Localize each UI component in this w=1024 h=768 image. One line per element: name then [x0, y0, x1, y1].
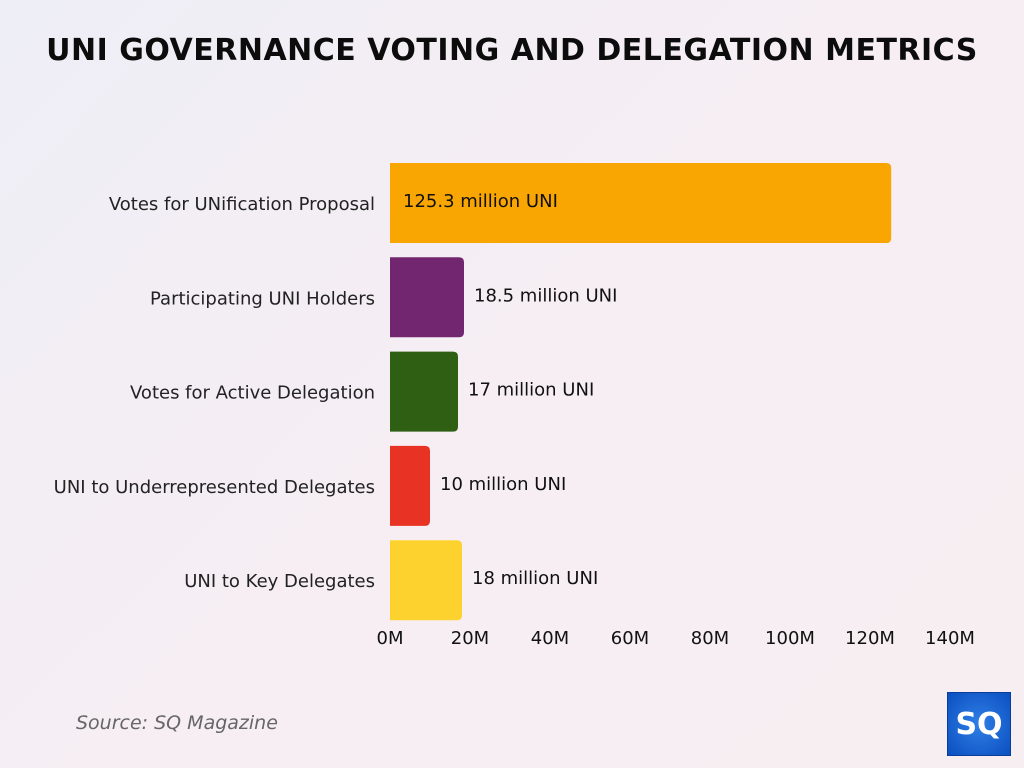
- sq-logo: SQ: [947, 692, 1011, 756]
- data-label: 18.5 million UNI: [474, 285, 617, 306]
- x-tick-label: 0M: [377, 628, 404, 649]
- logo-text: SQ: [955, 706, 1003, 742]
- x-tick-label: 100M: [765, 628, 815, 649]
- category-label: UNI to Underrepresented Delegates: [54, 477, 375, 498]
- x-tick-label: 20M: [451, 628, 489, 649]
- category-label: Participating UNI Holders: [150, 288, 375, 309]
- bar: [390, 445, 430, 526]
- bar: [390, 257, 464, 338]
- category-label: Votes for UNification Proposal: [109, 194, 375, 215]
- data-label: 125.3 million UNI: [403, 191, 558, 212]
- data-label: 17 million UNI: [468, 380, 594, 401]
- source-text: Source: SQ Magazine: [76, 712, 278, 734]
- data-label: 10 million UNI: [440, 474, 566, 495]
- category-label: UNI to Key Delegates: [184, 571, 375, 592]
- chart-title: UNI GOVERNANCE VOTING AND DELEGATION MET…: [46, 33, 978, 68]
- bar: [390, 163, 892, 243]
- category-label: Votes for Active Delegation: [130, 383, 375, 404]
- x-tick-label: 120M: [845, 628, 895, 649]
- bar: [390, 351, 458, 432]
- x-tick-label: 140M: [925, 628, 975, 649]
- x-tick-label: 40M: [531, 628, 569, 649]
- x-tick-label: 60M: [611, 628, 649, 649]
- data-label: 18 million UNI: [472, 568, 598, 589]
- bar: [390, 540, 462, 621]
- x-tick-label: 80M: [691, 628, 729, 649]
